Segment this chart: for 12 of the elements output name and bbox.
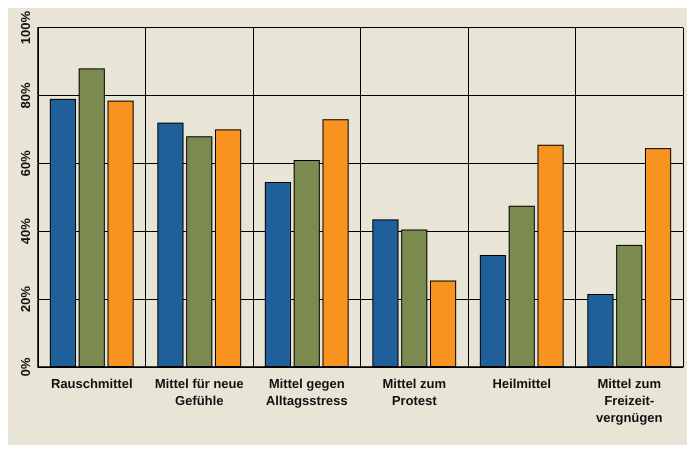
y-tick-label: 100% [18, 10, 33, 44]
x-tick-label: Mittel für neue Gefühle [154, 376, 244, 408]
x-tick-label: Mittel zum Freizeit- vergnügen [596, 376, 663, 425]
x-tick-label: Heilmittel [492, 376, 552, 391]
x-tick-label: Mittel gegen Alltagsstress [266, 376, 348, 408]
y-tick-label: 40% [18, 218, 33, 244]
y-tick-label: 60% [18, 150, 33, 176]
y-tick-label: 80% [18, 82, 33, 109]
y-tick-label: 20% [18, 286, 33, 312]
x-tick-label: Mittel zum Protest [382, 376, 446, 408]
x-tick-label: Rauschmittel [50, 376, 133, 391]
y-tick-label: 0% [18, 357, 33, 376]
